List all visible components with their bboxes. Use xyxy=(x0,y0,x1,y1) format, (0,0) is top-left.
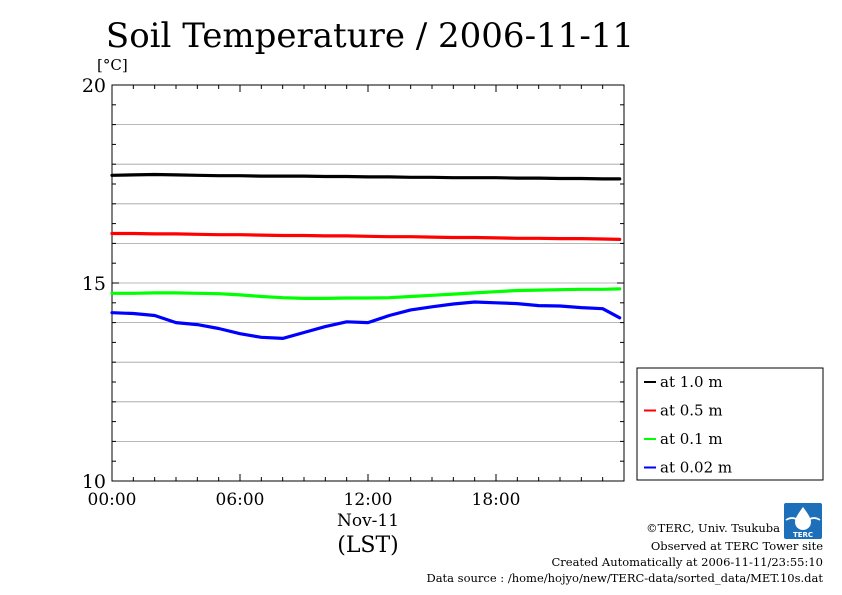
legend-label: at 1.0 m xyxy=(660,373,723,391)
axis-ticks xyxy=(111,84,625,482)
x-tick-label: 12:00 xyxy=(344,490,393,510)
y-tick-label: 10 xyxy=(82,471,106,493)
x-tick-label: 06:00 xyxy=(216,490,265,510)
legend: at 1.0 m at 0.5 m at 0.1 m at 0.02 m xyxy=(636,367,824,481)
footer-copyright: ©TERC, Univ. Tsukuba xyxy=(646,521,780,535)
x-axis-date-label: Nov-11 xyxy=(337,511,399,531)
series-line-at-0-1-m xyxy=(110,287,622,300)
terc-logo: TERC xyxy=(784,503,822,539)
y-tick-label: 20 xyxy=(82,75,106,97)
legend-label: at 0.5 m xyxy=(660,402,723,420)
y-tick-label: 15 xyxy=(82,273,106,295)
data-series xyxy=(110,172,622,340)
legend-label: at 0.02 m xyxy=(660,459,732,477)
footer-credits: ©TERC, Univ. Tsukuba Observed at TERC To… xyxy=(426,521,823,585)
x-tick-label: 18:00 xyxy=(472,490,521,510)
footer-observed-site: Observed at TERC Tower site xyxy=(651,539,823,553)
tick-labels: 10 15 20 00:00 06:00 12:00 18:00 xyxy=(82,75,521,510)
chart-title: Soil Temperature / 2006-11-11 xyxy=(106,16,634,56)
legend-label: at 0.1 m xyxy=(660,430,723,448)
gridlines xyxy=(112,124,624,442)
x-tick-label: 00:00 xyxy=(88,490,137,510)
footer-data-source: Data source : /home/hojyo/new/TERC-data/… xyxy=(426,571,823,585)
legend-box xyxy=(636,367,824,481)
terc-logo-wave-icon xyxy=(785,517,821,521)
series-line-at-0-5-m xyxy=(110,231,622,241)
x-axis-timezone-label: (LST) xyxy=(337,533,399,558)
y-axis-unit-label: [°C] xyxy=(97,56,128,74)
series-line-at-1-0-m xyxy=(110,172,622,181)
terc-logo-drop-icon xyxy=(795,507,811,530)
terc-logo-text: TERC xyxy=(793,531,813,539)
series-line-at-0-02-m xyxy=(110,300,622,340)
footer-created-timestamp: Created Automatically at 2006-11-11/23:5… xyxy=(552,555,824,569)
